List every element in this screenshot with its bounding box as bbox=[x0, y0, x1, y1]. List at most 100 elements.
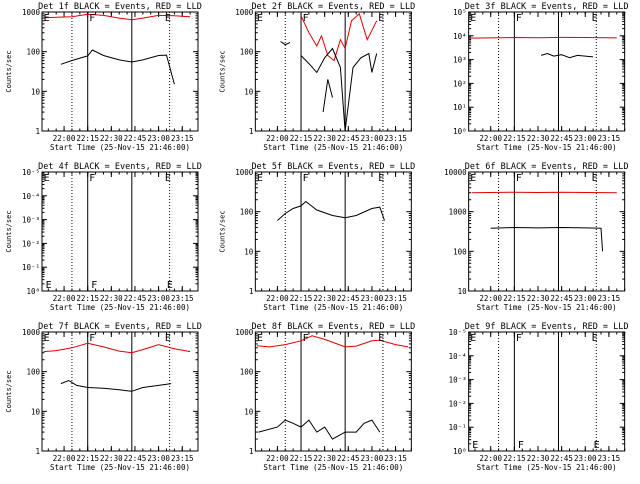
marker-f-top: F bbox=[303, 13, 309, 24]
y-tick-label: 10⁻⁴ bbox=[22, 192, 40, 201]
x-tick-label: 22:00 bbox=[53, 134, 76, 143]
series-events-line bbox=[322, 79, 333, 113]
y-tick-label: 1 bbox=[35, 127, 40, 136]
panel-det-4: Det 4f BLACK = Events, RED = LLD 10⁰ 10⁻¹ 1… bbox=[5, 162, 202, 312]
y-tick-label: 10⁻³ bbox=[22, 216, 40, 225]
y-tick-label: 10⁻³ bbox=[449, 376, 467, 385]
x-tick-label: 23:15 bbox=[598, 294, 621, 303]
panel-title: Det 2f BLACK = Events, RED = LLD bbox=[251, 2, 415, 12]
y-tick-label: 100 bbox=[26, 368, 40, 377]
panel-title: Det 7f BLACK = Events, RED = LLD bbox=[38, 322, 202, 332]
x-tick-label: 22:15 bbox=[76, 454, 99, 463]
x-tick-label: 23:00 bbox=[147, 134, 170, 143]
x-tick-label: 23:15 bbox=[384, 454, 407, 463]
y-tick-label: 10 bbox=[31, 407, 41, 416]
x-tick-label: 22:15 bbox=[290, 454, 313, 463]
panel-det-2: Det 2f BLACK = Events, RED = LLD 1 10 100 10… bbox=[218, 2, 415, 152]
y-tick-label: 10 bbox=[244, 247, 254, 256]
y-tick-label: 10⁻² bbox=[22, 239, 40, 248]
panel-title: Det 8f BLACK = Events, RED = LLD bbox=[251, 322, 415, 332]
y-tick-label: 100 bbox=[453, 247, 467, 256]
x-tick-label: 22:45 bbox=[124, 294, 147, 303]
marker-e-bottom: E bbox=[46, 280, 52, 291]
y-tick-label: 10000 bbox=[444, 168, 467, 177]
y-tick-label: 10⁻⁵ bbox=[22, 168, 40, 177]
y-tick-label: 10² bbox=[453, 79, 467, 88]
x-tick-label: 23:15 bbox=[598, 454, 621, 463]
marker-f-bottom: F bbox=[518, 440, 524, 451]
x-tick-label: 23:00 bbox=[574, 134, 597, 143]
series-lld-line bbox=[256, 335, 409, 348]
y-tick-label: 1000 bbox=[235, 328, 254, 337]
x-tick-label: 22:00 bbox=[266, 294, 289, 303]
x-tick-label: 22:45 bbox=[550, 294, 573, 303]
x-tick-label: 23:00 bbox=[147, 454, 170, 463]
y-axis-label: Counts/sec bbox=[5, 210, 13, 252]
y-axis-label: Counts/sec bbox=[218, 210, 226, 252]
marker-e-top: E bbox=[592, 173, 598, 184]
panel-det-6: Det 6f BLACK = Events, RED = LLD 10 100 100… bbox=[444, 162, 628, 312]
x-tick-label: 22:45 bbox=[550, 454, 573, 463]
x-tick-label: 23:15 bbox=[384, 134, 407, 143]
x-tick-label: 22:00 bbox=[53, 294, 76, 303]
plot-frame bbox=[468, 11, 626, 132]
x-tick-label: 22:30 bbox=[100, 454, 123, 463]
y-tick-label: 100 bbox=[26, 48, 40, 57]
marker-e-bottom: E bbox=[167, 280, 173, 291]
marker-e-top: E bbox=[257, 13, 263, 24]
y-tick-label: 10⁰ bbox=[453, 127, 467, 136]
y-tick-label: 1000 bbox=[22, 8, 41, 17]
panel-det-5: Det 5f BLACK = Events, RED = LLD 1 10 100 10… bbox=[218, 162, 415, 312]
marker-e-top: E bbox=[378, 13, 384, 24]
x-tick-label: 23:15 bbox=[598, 134, 621, 143]
marker-e-top: E bbox=[592, 333, 598, 344]
x-axis-label: Start Time (25-Nov-15 21:46:00) bbox=[50, 143, 190, 152]
x-tick-label: 22:15 bbox=[76, 134, 99, 143]
marker-f-top: F bbox=[516, 333, 522, 344]
x-tick-label: 22:45 bbox=[550, 134, 573, 143]
marker-f-top: F bbox=[89, 173, 95, 184]
marker-f-top: F bbox=[303, 333, 309, 344]
x-tick-label: 22:00 bbox=[53, 454, 76, 463]
marker-f-top: F bbox=[516, 173, 522, 184]
series-lld-line bbox=[300, 12, 378, 62]
marker-f-bottom: F bbox=[91, 280, 97, 291]
series-events-line bbox=[300, 47, 378, 132]
x-tick-label: 23:15 bbox=[384, 294, 407, 303]
x-tick-label: 22:45 bbox=[337, 134, 360, 143]
x-tick-label: 22:15 bbox=[76, 294, 99, 303]
panel-det-1: Det 1f BLACK = Events, RED = LLD 1 10 100 10… bbox=[5, 2, 202, 152]
x-axis-label: Start Time (25-Nov-15 21:46:00) bbox=[477, 463, 617, 472]
y-tick-label: 10⁻⁴ bbox=[449, 352, 467, 361]
y-tick-label: 1000 bbox=[22, 328, 41, 337]
series-lld-line bbox=[43, 13, 191, 21]
series-lld-line bbox=[470, 36, 617, 39]
plot-frame bbox=[254, 331, 412, 452]
x-tick-label: 23:00 bbox=[147, 294, 170, 303]
y-tick-label: 1 bbox=[249, 127, 254, 136]
x-tick-label: 22:45 bbox=[337, 454, 360, 463]
series-events-line bbox=[540, 52, 594, 59]
marker-e-top: E bbox=[44, 333, 50, 344]
x-tick-label: 22:30 bbox=[527, 134, 550, 143]
series-events-line bbox=[277, 200, 385, 221]
plot-frame bbox=[41, 171, 199, 292]
plot-frame bbox=[41, 331, 199, 452]
x-axis-label: Start Time (25-Nov-15 21:46:00) bbox=[263, 143, 403, 152]
y-tick-label: 100 bbox=[240, 48, 254, 57]
y-tick-label: 10 bbox=[244, 407, 254, 416]
marker-e-top: E bbox=[378, 173, 384, 184]
marker-f-top: F bbox=[89, 333, 95, 344]
x-tick-label: 22:00 bbox=[266, 134, 289, 143]
x-tick-label: 22:15 bbox=[503, 454, 526, 463]
plot-frame bbox=[41, 11, 199, 132]
y-axis-label: Counts/sec bbox=[218, 50, 226, 92]
y-axis-label: Counts/sec bbox=[5, 50, 13, 92]
x-tick-label: 22:00 bbox=[479, 134, 502, 143]
x-tick-label: 23:00 bbox=[361, 294, 384, 303]
y-tick-label: 10⁴ bbox=[453, 32, 467, 41]
y-tick-label: 10⁰ bbox=[26, 287, 40, 296]
x-tick-label: 22:30 bbox=[527, 454, 550, 463]
x-tick-label: 23:15 bbox=[171, 454, 194, 463]
y-tick-label: 10⁻¹ bbox=[449, 423, 467, 432]
